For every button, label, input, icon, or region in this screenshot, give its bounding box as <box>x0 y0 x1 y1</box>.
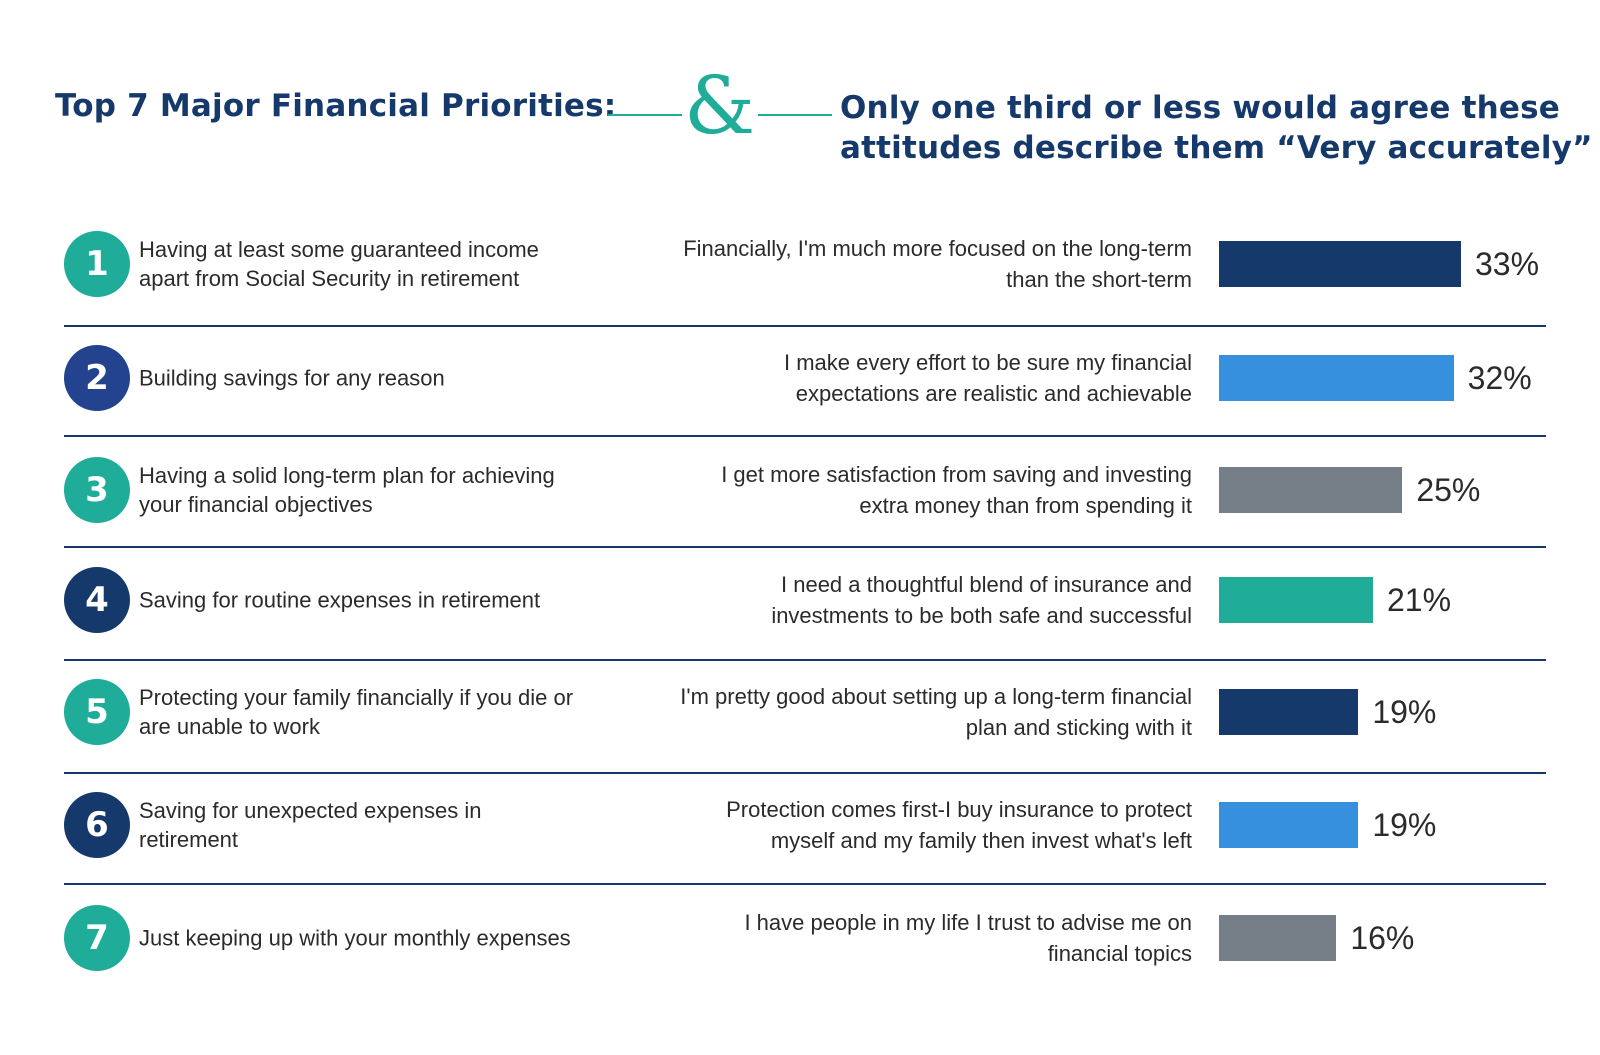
attitude-label: I have people in my life I trust to advi… <box>744 910 1192 966</box>
row-divider <box>64 883 1546 885</box>
attitude-label: Protection comes first-I buy insurance t… <box>726 797 1192 853</box>
bar-7 <box>1219 915 1337 961</box>
priority-text: Having a solid long-term plan for achiev… <box>139 463 555 517</box>
bar-value-label: 32% <box>1467 360 1532 396</box>
bar-value-label: 16% <box>1350 920 1415 956</box>
attitude-label: I'm pretty good about setting up a long-… <box>680 684 1192 740</box>
header-left-title: Top 7 Major Financial Priorities: <box>55 88 617 124</box>
header-right-title-line2: attitudes describe them “Very accurately… <box>840 130 1593 166</box>
row-divider <box>64 546 1546 548</box>
rank-badge-5: 5 <box>64 679 130 745</box>
attitude-label: Financially, I'm much more focused on th… <box>683 236 1192 292</box>
rank-badge-3: 3 <box>64 457 130 523</box>
header-right-title-line1: Only one third or less would agree these <box>840 90 1560 126</box>
bar-2 <box>1219 355 1454 401</box>
header-right-title: Only one third or less would agree these… <box>840 88 1593 168</box>
row-divider <box>64 772 1546 774</box>
bar-value-label: 25% <box>1416 472 1481 508</box>
rank-badge-2: 2 <box>64 345 130 411</box>
row-divider <box>64 435 1546 437</box>
rank-badge-6: 6 <box>64 792 130 858</box>
priority-text: Just keeping up with your monthly expens… <box>139 925 571 951</box>
ampersand-mark: & <box>684 59 756 152</box>
attitude-label: I make every effort to be sure my financ… <box>784 350 1192 406</box>
rank-badge-4: 4 <box>64 567 130 633</box>
priority-text: Saving for routine expenses in retiremen… <box>139 587 541 613</box>
bar-3 <box>1219 467 1403 513</box>
bar-value-label: 21% <box>1387 582 1452 618</box>
priority-text: Protecting your family financially if yo… <box>139 685 574 739</box>
attitude-label: I need a thoughtful blend of insurance a… <box>771 572 1192 628</box>
bar-value-label: 19% <box>1372 694 1437 730</box>
bar-value-label: 33% <box>1475 246 1540 282</box>
bar-1 <box>1219 241 1461 287</box>
bar-value-label: 19% <box>1372 807 1437 843</box>
header-connector-line-right <box>758 114 832 116</box>
rank-badge-1: 1 <box>64 231 130 297</box>
row-divider <box>64 325 1546 327</box>
header-connector-line-left <box>608 114 682 116</box>
priority-text: Building savings for any reason <box>139 365 445 391</box>
rank-badge-7: 7 <box>64 905 130 971</box>
bar-6 <box>1219 802 1359 848</box>
row-divider <box>64 659 1546 661</box>
priority-text: Saving for unexpected expenses in retire… <box>139 798 482 852</box>
priority-text: Having at least some guaranteed income a… <box>139 237 539 291</box>
bar-5 <box>1219 689 1359 735</box>
bar-4 <box>1219 577 1373 623</box>
attitude-label: I get more satisfaction from saving and … <box>721 462 1192 518</box>
